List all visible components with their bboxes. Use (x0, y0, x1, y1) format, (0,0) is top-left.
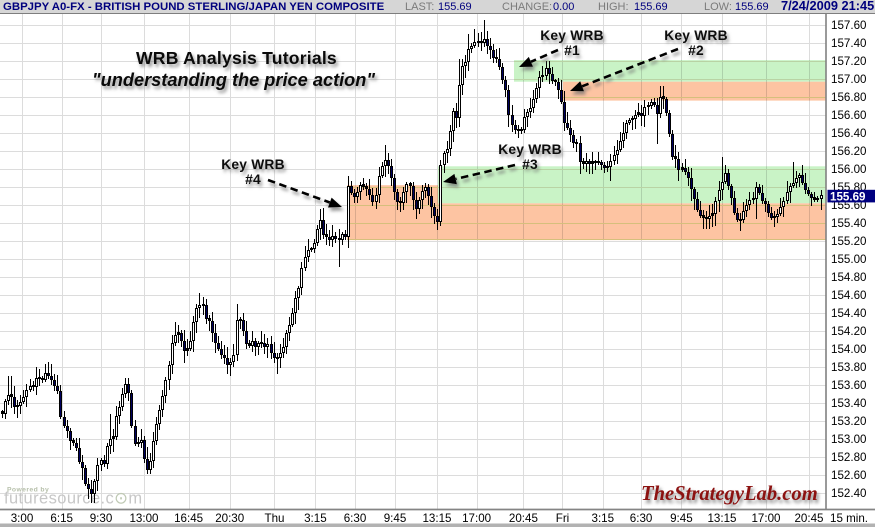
svg-text:15 min.: 15 min. (830, 512, 868, 525)
svg-text:13:00: 13:00 (129, 512, 158, 525)
svg-text:154.20: 154.20 (831, 325, 866, 338)
svg-text:153.40: 153.40 (831, 397, 866, 410)
svg-text:9:30: 9:30 (90, 512, 113, 525)
svg-text:156.40: 156.40 (831, 127, 866, 140)
svg-text:154.00: 154.00 (831, 343, 866, 356)
svg-text:155.00: 155.00 (831, 253, 866, 266)
svg-text:153.20: 153.20 (831, 415, 866, 428)
svg-text:153.80: 153.80 (831, 361, 866, 374)
svg-text:154.40: 154.40 (831, 307, 866, 320)
svg-text:20:30: 20:30 (215, 512, 244, 525)
svg-text:152.80: 152.80 (831, 451, 866, 464)
svg-text:156.20: 156.20 (831, 145, 866, 158)
svg-text:153.60: 153.60 (831, 379, 866, 392)
svg-text:Powered by: Powered by (7, 487, 49, 494)
svg-text:155.60: 155.60 (831, 199, 866, 212)
svg-text:20:45: 20:45 (794, 512, 823, 525)
svg-text:Thu: Thu (265, 512, 285, 525)
svg-text:6:30: 6:30 (630, 512, 653, 525)
svg-text:6:30: 6:30 (344, 512, 367, 525)
svg-text:154.80: 154.80 (831, 271, 866, 284)
svg-text:13:15: 13:15 (422, 512, 451, 525)
svg-text:17:00: 17:00 (462, 512, 491, 525)
svg-text:157.60: 157.60 (831, 19, 866, 32)
svg-text:futuresource.c⊙m: futuresource.c⊙m (4, 490, 143, 508)
svg-text:155.69: 155.69 (830, 190, 866, 203)
svg-text:17:00: 17:00 (751, 512, 780, 525)
svg-text:20:45: 20:45 (509, 512, 538, 525)
svg-text:16:45: 16:45 (174, 512, 203, 525)
svg-text:3:15: 3:15 (592, 512, 615, 525)
svg-text:13:15: 13:15 (707, 512, 736, 525)
svg-text:155.40: 155.40 (831, 217, 866, 230)
svg-text:157.00: 157.00 (831, 73, 866, 86)
svg-text:3:15: 3:15 (304, 512, 327, 525)
svg-text:156.80: 156.80 (831, 91, 866, 104)
svg-text:156.00: 156.00 (831, 163, 866, 176)
svg-text:157.20: 157.20 (831, 55, 866, 68)
svg-text:152.60: 152.60 (831, 469, 866, 482)
svg-text:Fri: Fri (556, 512, 570, 525)
svg-text:156.60: 156.60 (831, 109, 866, 122)
svg-text:6:15: 6:15 (50, 512, 73, 525)
svg-text:152.40: 152.40 (831, 487, 866, 500)
svg-text:157.40: 157.40 (831, 37, 866, 50)
svg-text:154.60: 154.60 (831, 289, 866, 302)
svg-text:153.00: 153.00 (831, 433, 866, 446)
svg-text:9:45: 9:45 (670, 512, 693, 525)
svg-text:9:45: 9:45 (384, 512, 407, 525)
svg-text:3:00: 3:00 (11, 512, 34, 525)
svg-text:155.20: 155.20 (831, 235, 866, 248)
